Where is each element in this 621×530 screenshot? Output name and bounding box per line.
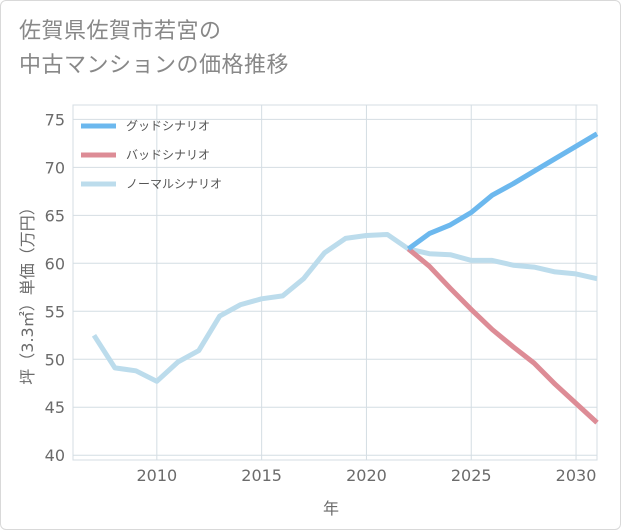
y-tick-label: 65 bbox=[45, 206, 65, 225]
chart-title-line1: 佐賀県佐賀市若宮の bbox=[19, 19, 222, 44]
plot-border bbox=[72, 104, 598, 461]
y-tick-label: 55 bbox=[45, 302, 65, 321]
y-tick-label: 70 bbox=[45, 158, 65, 177]
x-tick-label: 2020 bbox=[346, 466, 387, 485]
y-axis-title: 坪（3.3㎡）単価（万円） bbox=[18, 199, 37, 384]
chart-title-line2: 中古マンションの価格推移 bbox=[19, 53, 290, 78]
x-tick-label: 2025 bbox=[451, 466, 492, 485]
x-tick-label: 2010 bbox=[136, 466, 177, 485]
x-tick-label: 2030 bbox=[556, 466, 597, 485]
y-tick-label: 60 bbox=[45, 254, 65, 273]
series-line-1 bbox=[406, 131, 599, 251]
x-axis-title: 年 bbox=[323, 499, 339, 518]
legend-label: グッドシナリオ bbox=[126, 119, 210, 133]
y-tick-label: 75 bbox=[45, 110, 65, 129]
x-tick-label: 2015 bbox=[241, 466, 282, 485]
y-tick-label: 45 bbox=[45, 398, 65, 417]
y-tick-label: 40 bbox=[45, 446, 65, 465]
legend-label: ノーマルシナリオ bbox=[126, 177, 222, 191]
y-tick-label: 50 bbox=[45, 350, 65, 369]
chart-title: 佐賀県佐賀市若宮の 中古マンションの価格推移 bbox=[19, 15, 439, 83]
legend-label: バッドシナリオ bbox=[126, 148, 210, 162]
series-lines bbox=[91, 131, 599, 425]
series-line-3 bbox=[91, 232, 598, 384]
series-line-2 bbox=[406, 246, 599, 425]
tick-labels: 40 45 50 55 60 65 70 75 2010 2015 2020 2025 2030 bbox=[45, 110, 597, 485]
